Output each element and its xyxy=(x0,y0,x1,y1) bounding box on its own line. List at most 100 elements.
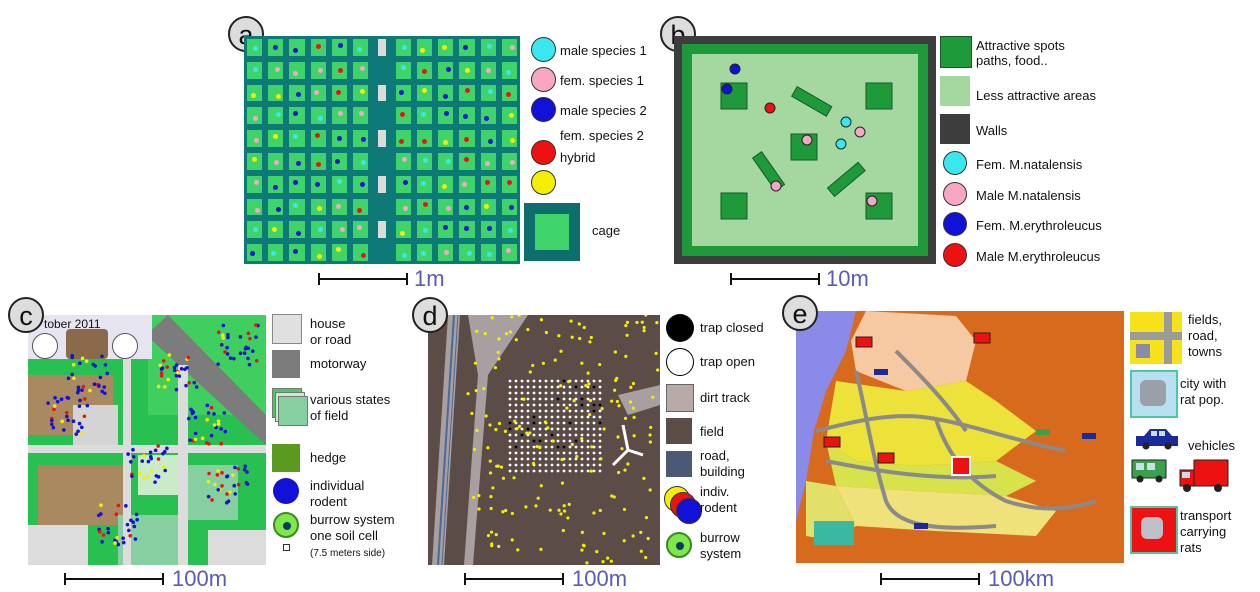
trap-dot xyxy=(538,433,542,437)
rodent-dot xyxy=(124,504,128,508)
trap-dot xyxy=(562,421,566,425)
rodent-dot xyxy=(472,447,477,452)
trap-dot xyxy=(538,415,542,419)
rodent-dot xyxy=(582,325,586,330)
rodent-dot xyxy=(560,481,565,485)
trap-dot xyxy=(514,403,518,407)
rodent-dot xyxy=(580,361,584,365)
cage-cell xyxy=(378,130,386,147)
rodent-dot xyxy=(516,548,520,552)
legend-burrow-3: (7.5 meters side) xyxy=(310,548,386,559)
legend-city-2: rat pop. xyxy=(1180,392,1225,407)
animal-dot xyxy=(356,207,362,213)
legend-attractive-2: paths, food.. xyxy=(976,53,1048,68)
trap-dot xyxy=(562,385,566,389)
cage-cell xyxy=(395,130,411,147)
rodent-dot xyxy=(74,432,79,436)
trap-dot xyxy=(526,445,530,449)
trap-dot xyxy=(592,391,596,395)
trap-dot xyxy=(592,379,596,383)
rodent-dot xyxy=(115,535,119,540)
animal-dot xyxy=(273,133,279,139)
trap-dot xyxy=(508,379,512,383)
rodent-dot xyxy=(562,509,567,513)
legend-soil-cell-marker xyxy=(283,544,290,551)
rodent-dot xyxy=(134,512,139,517)
legend-house-2: or road xyxy=(310,332,352,347)
animal-dot xyxy=(399,112,405,118)
trap-dot xyxy=(538,469,542,473)
rodent-dot xyxy=(243,346,248,351)
scale-label-d: 100m xyxy=(572,566,628,591)
trap-dot xyxy=(556,415,560,419)
trap-dot xyxy=(526,385,530,389)
trap-dot xyxy=(598,469,602,473)
rodent-dot xyxy=(515,427,519,431)
rat-city-icon xyxy=(951,456,971,476)
rodent-dot xyxy=(131,447,135,452)
trap-dot xyxy=(532,415,536,419)
rodent-dot xyxy=(632,434,636,438)
rodent-dot xyxy=(254,323,258,327)
rodent-dot xyxy=(598,508,602,513)
rodent-dot xyxy=(580,437,584,441)
trap-dot xyxy=(574,433,578,437)
animal-dot xyxy=(443,139,449,145)
rodent-dot xyxy=(66,376,71,381)
rodent-dot xyxy=(193,437,198,442)
rodent-dot xyxy=(470,411,474,416)
rodent-dot xyxy=(216,419,221,423)
cage-cell xyxy=(378,244,386,261)
trap-dot xyxy=(562,391,566,395)
rodent-dot xyxy=(137,471,142,475)
rodent-dot xyxy=(55,399,60,404)
rodent-dot xyxy=(531,363,535,368)
trap-dot xyxy=(556,451,560,455)
trap-dot xyxy=(568,469,572,473)
legend-field-2: of field xyxy=(310,408,349,423)
rodent-dot xyxy=(129,518,133,523)
rodent-dot xyxy=(236,467,241,471)
scale-label-e: 100km xyxy=(988,566,1055,591)
rodent-dot xyxy=(623,416,628,420)
trap-dot xyxy=(580,391,584,395)
animal-dot xyxy=(446,67,452,72)
trap-dot xyxy=(508,397,512,401)
panel-c-label: c xyxy=(8,297,44,333)
rodent-dot xyxy=(204,441,209,445)
rodent-dot xyxy=(557,334,561,338)
animal-dot xyxy=(315,133,321,139)
rodent-dot xyxy=(548,508,552,512)
trap-dot xyxy=(538,457,542,461)
rodent-dot xyxy=(242,467,247,472)
rodent-dot xyxy=(588,412,592,417)
rodent-dot xyxy=(103,363,108,367)
rodent-dot xyxy=(631,534,635,538)
trap-dot xyxy=(580,421,584,425)
trap-dot xyxy=(508,421,512,425)
rodent-dot xyxy=(517,315,521,318)
animal-dot xyxy=(483,115,489,121)
trap-dot xyxy=(538,463,542,467)
rodent-dot xyxy=(505,332,509,336)
trap-dot xyxy=(550,457,554,461)
animal-dot xyxy=(335,158,341,164)
rodent-dot xyxy=(76,388,81,393)
rodent-dot xyxy=(613,388,617,392)
scale-label-b: 10m xyxy=(826,266,869,291)
rodent-dot xyxy=(206,494,211,499)
animal-dot xyxy=(339,226,345,232)
trap-dot xyxy=(538,409,542,413)
trap-dot xyxy=(574,445,578,449)
rodent-dot xyxy=(220,333,225,337)
cage-cell xyxy=(395,61,411,79)
rodent-dot xyxy=(534,504,538,508)
rodent-dot xyxy=(595,550,599,554)
legend-hedge-marker xyxy=(272,444,300,472)
trap-dot xyxy=(520,469,524,473)
rodent-dot xyxy=(130,474,134,478)
trap-dot xyxy=(544,391,548,395)
trap-dot xyxy=(526,415,530,419)
legend-fem-erythroleucus-marker xyxy=(943,212,967,236)
trap-dot xyxy=(562,427,566,431)
